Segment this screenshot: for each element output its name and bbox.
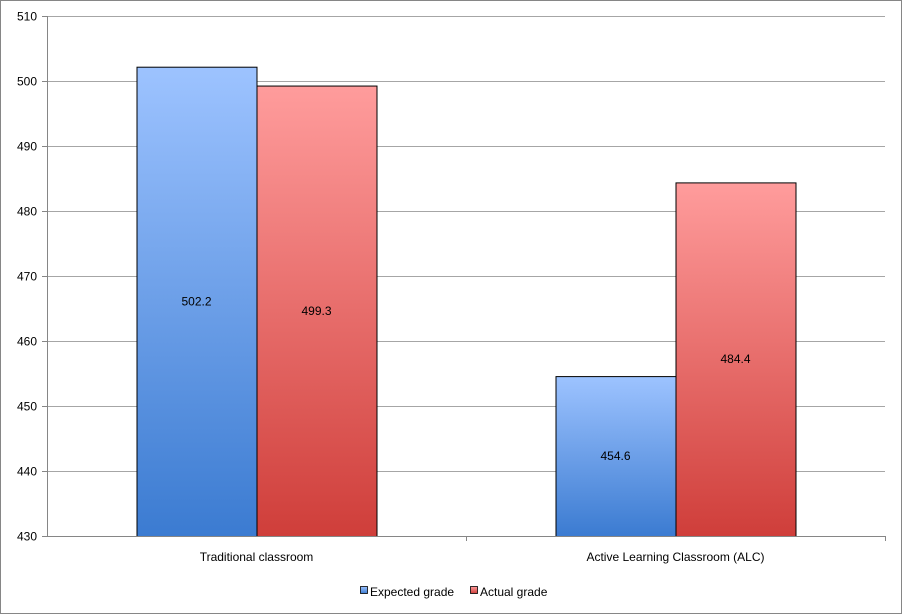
y-tick-label: 500 — [17, 75, 37, 89]
data-label: 454.6 — [600, 449, 630, 463]
bars — [136, 66, 797, 538]
y-tick-label: 450 — [17, 400, 37, 414]
data-label: 484.4 — [720, 352, 750, 366]
bar-expected-0 — [136, 66, 258, 537]
bar-actual-0 — [256, 85, 378, 538]
legend-swatch-expected — [360, 586, 368, 594]
y-tick-label: 510 — [17, 10, 37, 24]
y-tick-label: 480 — [17, 205, 37, 219]
y-tick-label: 470 — [17, 270, 37, 284]
legend-label-expected: Expected grade — [370, 585, 454, 599]
axes: 430 440 450 460 470 480 490 500 510 Traditional c… — [17, 10, 886, 564]
x-category-label: Traditional classroom — [200, 550, 314, 564]
x-category-label: Active Learning Classroom (ALC) — [586, 550, 764, 564]
y-tick-label: 430 — [17, 530, 37, 544]
y-tick-label: 490 — [17, 140, 37, 154]
bar-actual-1 — [675, 182, 797, 537]
legend: Expected grade Actual grade — [360, 585, 548, 599]
data-labels: 502.2 499.3 454.6 484.4 — [181, 294, 750, 463]
data-label: 499.3 — [301, 304, 331, 318]
data-label: 502.2 — [181, 294, 211, 308]
legend-label-actual: Actual grade — [480, 585, 548, 599]
y-tick-label: 440 — [17, 465, 37, 479]
y-tick-label: 460 — [17, 335, 37, 349]
legend-swatch-actual — [470, 586, 478, 594]
